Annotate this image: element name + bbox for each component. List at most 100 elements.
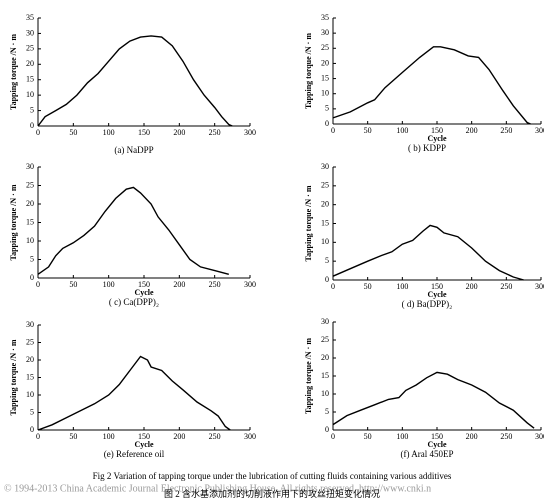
y-tick-label: 10: [26, 390, 34, 399]
y-tick-label: 20: [321, 58, 329, 67]
x-tick-label: 250: [209, 432, 221, 441]
y-tick-label: 25: [321, 43, 329, 52]
x-tick-label: 300: [244, 432, 256, 441]
x-tick-label: 150: [138, 432, 150, 441]
y-tick-label: 25: [321, 181, 329, 190]
y-tick-label: 5: [325, 104, 329, 113]
y-tick-label: 35: [321, 13, 329, 22]
x-axis-label: Cycle: [134, 288, 154, 297]
x-tick-label: 200: [173, 280, 185, 289]
y-axis-label: Tapping torque /N · m: [9, 34, 18, 110]
y-axis-label: Tapping torque /N · m: [304, 33, 313, 109]
x-axis-label: Cycle: [427, 440, 447, 449]
y-tick-label: 30: [321, 162, 329, 171]
x-tick-label: 200: [466, 282, 478, 291]
x-axis-label: Cycle: [427, 290, 447, 299]
panel-title: ( b) KDPP: [408, 143, 446, 153]
x-tick-label: 250: [209, 280, 221, 289]
x-tick-label: 100: [396, 282, 408, 291]
y-tick-label: 15: [26, 217, 34, 226]
y-tick-label: 15: [321, 371, 329, 380]
y-tick-label: 20: [26, 59, 34, 68]
x-tick-label: 150: [138, 280, 150, 289]
y-tick-label: 0: [30, 273, 34, 282]
x-tick-label: 150: [431, 282, 443, 291]
x-tick-label: 0: [36, 432, 40, 441]
panel-title: (a) NaDPP: [114, 145, 153, 155]
x-tick-label: 250: [500, 432, 512, 441]
data-line: [37, 35, 233, 127]
y-tick-label: 20: [26, 355, 34, 364]
y-tick-label: 15: [26, 372, 34, 381]
x-tick-label: 50: [364, 432, 372, 441]
x-axis-label: Cycle: [134, 440, 154, 449]
y-tick-label: 15: [321, 218, 329, 227]
x-tick-label: 100: [396, 126, 408, 135]
y-tick-label: 30: [321, 28, 329, 37]
y-tick-label: 5: [30, 254, 34, 263]
x-tick-label: 250: [209, 128, 221, 137]
x-tick-label: 200: [173, 128, 185, 137]
y-tick-label: 35: [26, 13, 34, 22]
y-tick-label: 10: [26, 236, 34, 245]
y-tick-label: 5: [325, 407, 329, 416]
x-tick-label: 50: [364, 126, 372, 135]
x-tick-label: 0: [36, 128, 40, 137]
x-tick-label: 250: [500, 126, 512, 135]
data-line: [332, 46, 531, 125]
data-line: [332, 224, 524, 281]
y-tick-label: 5: [325, 256, 329, 265]
x-tick-label: 200: [466, 126, 478, 135]
x-tick-label: 100: [103, 432, 115, 441]
y-tick-label: 20: [26, 199, 34, 208]
y-axis-label: Tapping torque /N · m: [304, 338, 313, 414]
y-tick-label: 0: [325, 119, 329, 128]
y-tick-label: 15: [26, 75, 34, 84]
x-tick-label: 50: [69, 128, 77, 137]
y-axis-label: Tapping torque /N · m: [9, 184, 18, 260]
y-tick-label: 10: [26, 90, 34, 99]
y-tick-label: 20: [321, 199, 329, 208]
y-tick-label: 25: [321, 335, 329, 344]
x-tick-label: 300: [535, 282, 544, 291]
y-tick-label: 5: [30, 407, 34, 416]
y-tick-label: 0: [30, 425, 34, 434]
y-tick-label: 30: [321, 317, 329, 326]
x-tick-label: 50: [69, 280, 77, 289]
y-tick-label: 15: [321, 73, 329, 82]
x-tick-label: 0: [331, 126, 335, 135]
y-axis-label: Tapping torque /N · m: [9, 339, 18, 415]
x-tick-label: 0: [36, 280, 40, 289]
data-line: [37, 355, 231, 431]
x-tick-label: 0: [331, 282, 335, 291]
x-tick-label: 300: [244, 128, 256, 137]
x-tick-label: 100: [103, 128, 115, 137]
x-tick-label: 200: [173, 432, 185, 441]
data-line: [332, 371, 535, 429]
y-tick-label: 30: [26, 320, 34, 329]
y-tick-label: 0: [30, 121, 34, 130]
watermark: © 1994-2013 China Academic Journal Elect…: [4, 483, 431, 494]
y-tick-label: 20: [321, 353, 329, 362]
y-tick-label: 30: [26, 162, 34, 171]
data-line: [37, 186, 229, 275]
caption-chinese: 图 2 含水基添加剂的切削液作用下的攻丝扭矩变化情况: [164, 488, 380, 499]
x-tick-label: 150: [431, 432, 443, 441]
x-tick-label: 200: [466, 432, 478, 441]
y-tick-label: 0: [325, 275, 329, 284]
y-tick-label: 5: [30, 105, 34, 114]
x-tick-label: 300: [535, 432, 544, 441]
y-axis-label: Tapping torque /N · m: [304, 185, 313, 261]
x-tick-label: 300: [244, 280, 256, 289]
x-tick-label: 100: [396, 432, 408, 441]
y-tick-label: 10: [321, 237, 329, 246]
x-tick-label: 0: [331, 432, 335, 441]
x-tick-label: 150: [138, 128, 150, 137]
x-tick-label: 50: [69, 432, 77, 441]
x-tick-label: 150: [431, 126, 443, 135]
panel-title: ( d) Ba(DPP)₂: [402, 299, 453, 309]
panel-title: ( c) Ca(DPP)₂: [109, 297, 159, 307]
y-tick-label: 30: [26, 28, 34, 37]
x-tick-label: 250: [500, 282, 512, 291]
